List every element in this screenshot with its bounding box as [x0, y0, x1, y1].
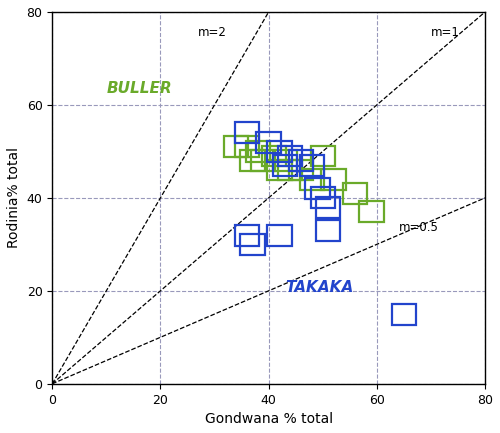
Bar: [246, 141, 270, 162]
Bar: [268, 225, 291, 246]
Bar: [300, 169, 324, 190]
Bar: [289, 159, 314, 181]
Bar: [289, 150, 314, 171]
Bar: [224, 136, 248, 157]
Text: BULLER: BULLER: [106, 81, 172, 96]
Bar: [343, 183, 367, 204]
Bar: [305, 178, 330, 199]
Y-axis label: Rodinia% total: Rodinia% total: [7, 147, 21, 249]
Bar: [240, 150, 264, 171]
Text: TAKAKA: TAKAKA: [285, 281, 353, 295]
Text: m=2: m=2: [198, 26, 227, 39]
Bar: [310, 145, 335, 166]
Bar: [240, 234, 264, 255]
Bar: [268, 141, 291, 162]
Bar: [235, 123, 259, 143]
Bar: [316, 197, 340, 218]
Bar: [360, 201, 384, 222]
Bar: [310, 187, 335, 208]
Bar: [322, 169, 345, 190]
Bar: [262, 145, 286, 166]
Bar: [278, 159, 302, 181]
Bar: [256, 132, 281, 152]
Bar: [272, 150, 297, 171]
X-axis label: Gondwana % total: Gondwana % total: [204, 412, 332, 426]
Bar: [268, 159, 291, 181]
Text: m=0.5: m=0.5: [398, 221, 438, 234]
Bar: [272, 155, 297, 176]
Text: m=1: m=1: [431, 26, 460, 39]
Bar: [392, 304, 416, 324]
Bar: [316, 220, 340, 241]
Bar: [251, 150, 276, 171]
Bar: [235, 136, 259, 157]
Bar: [278, 145, 302, 166]
Bar: [235, 225, 259, 246]
Bar: [300, 155, 324, 176]
